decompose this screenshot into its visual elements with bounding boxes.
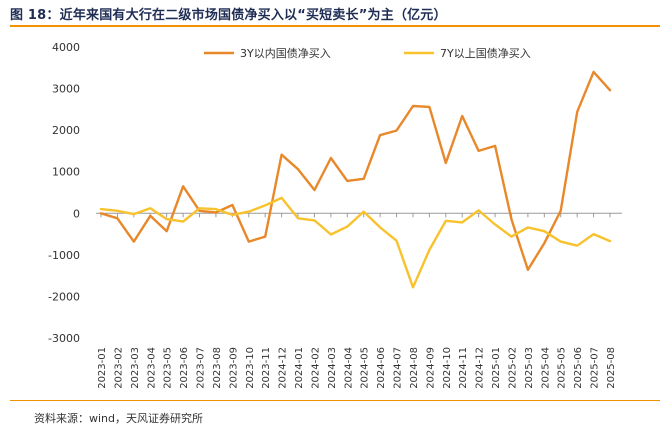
x-tick-label: 2025-01 [491,347,502,389]
x-tick-label: 2024-12 [278,347,289,389]
x-tick-label: 2023-07 [196,347,207,389]
x-tick-label: 2024-07 [393,347,404,389]
x-tick-label: 2023-09 [228,347,239,389]
x-tick-label: 2024-10 [442,347,453,389]
x-tick-label: 2025-02 [507,347,518,389]
x-tick-label: 2025-03 [524,347,535,389]
legend: 3Y以内国债净买入 7Y以上国债净买入 [204,46,531,60]
x-tick-label: 2024-02 [310,347,321,389]
y-tick-label: 4000 [52,41,80,54]
top-divider [10,25,660,27]
x-tick-label: 2024-04 [343,347,354,389]
y-tick-label: -1000 [48,249,80,262]
legend-label-1: 7Y以上国债净买入 [440,46,531,60]
bottom-divider [10,400,660,401]
source-note: 资料来源：wind，天风证券研究所 [34,412,204,425]
x-tick-label: 2023-06 [179,347,190,389]
series-line-1 [99,196,612,289]
x-tick-label: 2024-09 [425,347,436,389]
x-tick-label: 2023-05 [163,347,174,389]
x-tick-label: 2023-10 [245,347,256,389]
x-axis: 2023-01 2023-02 2023-03 2023-04 2023-05 2023-… [96,212,622,389]
x-tick-label: 2023-01 [97,347,108,389]
y-tick-label: -3000 [48,332,80,345]
x-tick-label: 2023-11 [261,347,272,389]
x-tick-label: 2023-04 [146,347,157,389]
x-tick-label: 2024-01 [294,347,305,389]
series-layer [99,70,612,289]
x-tick-label: 2025-07 [590,347,601,389]
x-tick-label: 2024-12 [475,347,486,389]
legend-label-0: 3Y以内国债净买入 [240,46,331,60]
x-tick-label: 2023-08 [212,347,223,389]
y-tick-label: 3000 [52,83,80,96]
x-tick-label: 2023-03 [130,347,141,389]
y-tick-label: -2000 [48,290,80,303]
y-tick-label: 2000 [52,124,80,137]
y-tick-label: 0 [73,207,80,220]
x-tick-label: 2024-03 [327,347,338,389]
x-tick-label: 2023-02 [113,347,124,389]
x-tick-label: 2025-08 [606,347,617,389]
x-tick-label: 2024-08 [409,347,420,389]
chart-title: 图 18：近年来国有大行在二级市场国债净买入以“买短卖长”为主（亿元） [10,8,447,23]
x-tick-label: 2025-05 [557,347,568,389]
x-tick-label: 2025-04 [540,347,551,389]
x-tick-label: 2024-06 [376,347,387,389]
x-tick-label: 2024-05 [360,347,371,389]
y-axis: 4000 3000 2000 1000 0 -1000 -2000 -3000 [48,41,80,345]
y-tick-label: 1000 [52,166,80,179]
series-line-0 [99,70,612,271]
x-tick-label: 2025-06 [573,347,584,389]
x-tick-label: 2024-11 [458,347,469,389]
